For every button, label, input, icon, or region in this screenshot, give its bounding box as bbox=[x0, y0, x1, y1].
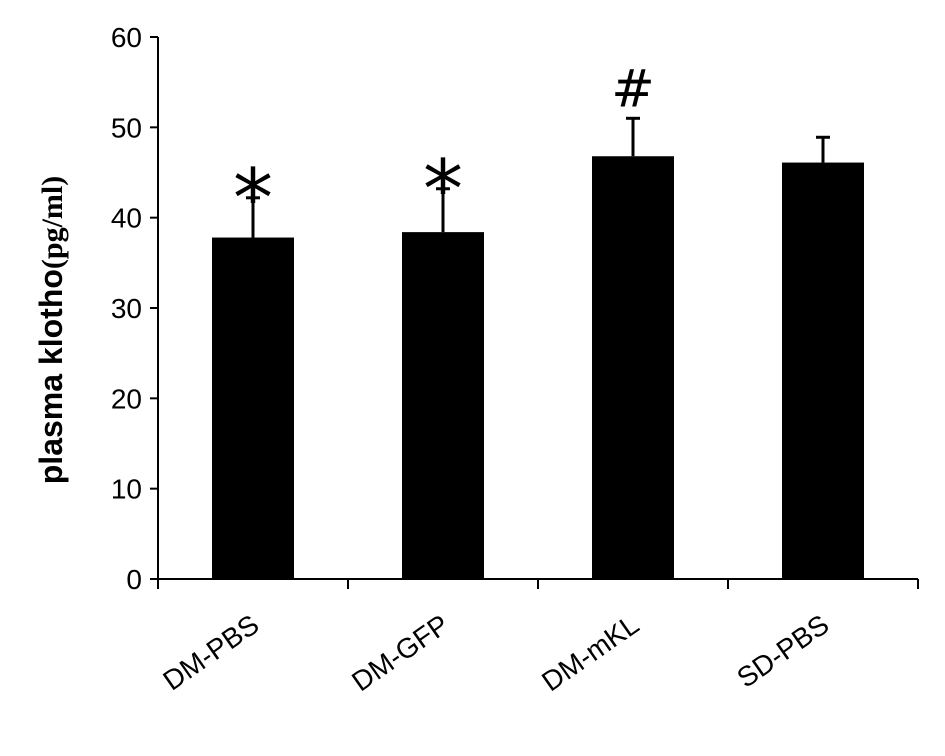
y-axis-label-unit: (pg/ml) bbox=[36, 176, 69, 269]
bar-DM-PBS bbox=[212, 237, 294, 580]
x-tick-label-SD-PBS: SD-PBS bbox=[731, 609, 834, 694]
error-bars bbox=[246, 116, 830, 238]
significance-annotations: * * # bbox=[233, 59, 655, 244]
y-tick-label-10: 10 bbox=[111, 474, 142, 505]
y-axis-label: plasma klotho(pg/ml) bbox=[33, 176, 69, 484]
annotation-DM-PBS: * bbox=[233, 152, 273, 245]
y-tick-label-20: 20 bbox=[111, 383, 142, 414]
x-tick-label-DM-mKL: DM-mKL bbox=[536, 609, 644, 698]
y-tick-label-50: 50 bbox=[111, 112, 142, 143]
y-tick-label-60: 60 bbox=[111, 22, 142, 53]
y-tick-label-40: 40 bbox=[111, 203, 142, 234]
annotation-DM-GFP: * bbox=[423, 143, 463, 236]
y-tick-label-30: 30 bbox=[111, 293, 142, 324]
bar-DM-mKL bbox=[592, 156, 674, 580]
axis-labels: plasma klotho(pg/ml) bbox=[33, 176, 69, 484]
y-tick-label-0: 0 bbox=[126, 564, 142, 595]
annotation-DM-mKL: # bbox=[611, 59, 655, 119]
x-tick-label-DM-PBS: DM-PBS bbox=[157, 609, 264, 697]
x-tick-label-DM-GFP: DM-GFP bbox=[346, 609, 454, 698]
bar-SD-PBS bbox=[782, 162, 864, 579]
bars bbox=[212, 156, 864, 580]
bar-DM-GFP bbox=[402, 232, 484, 579]
y-axis-label-text: plasma klotho bbox=[33, 269, 69, 484]
